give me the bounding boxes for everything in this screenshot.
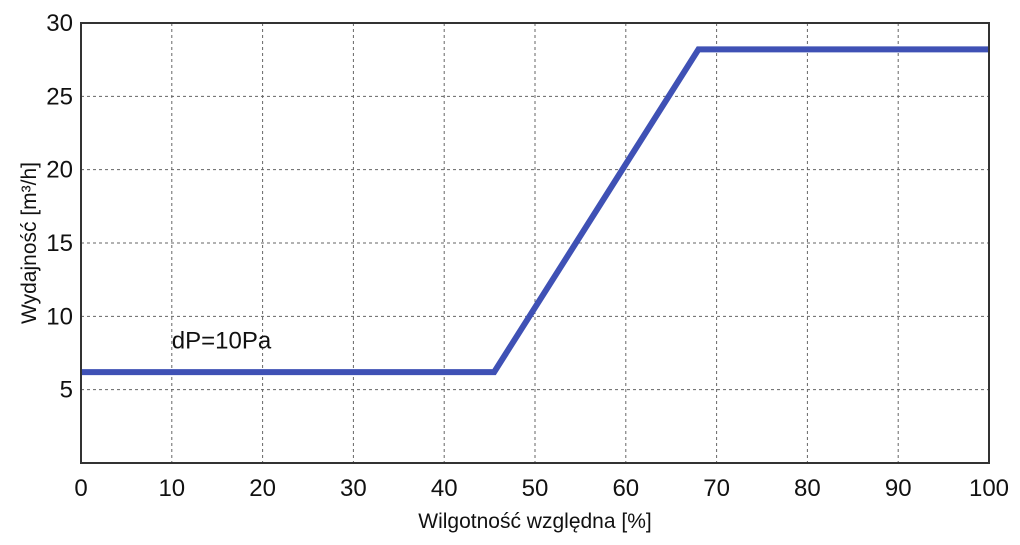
y-tick-label: 15 [46, 230, 73, 257]
x-tick-label: 10 [158, 475, 185, 502]
y-tick-label: 5 [60, 377, 73, 404]
y-axis-title: Wydajność [m³/h] [18, 162, 41, 324]
x-tick-label: 80 [794, 475, 821, 502]
x-tick-label: 20 [249, 475, 276, 502]
y-tick-label: 10 [46, 303, 73, 330]
y-tick-label: 20 [46, 157, 73, 184]
tick-labels: 0 10 20 30 40 50 60 70 80 90 100 5 10 15 20 25 30 [46, 10, 1009, 502]
x-axis-title: Wilgotność względna [%] [418, 510, 651, 533]
series-annotation: dP=10Pa [172, 328, 272, 355]
x-tick-label: 100 [969, 475, 1009, 502]
y-tick-label: 25 [46, 83, 73, 110]
x-tick-label: 90 [885, 475, 912, 502]
grid [81, 23, 989, 463]
annotations: dP=10Pa [172, 328, 272, 355]
x-tick-label: 0 [74, 475, 87, 502]
series-line [81, 46, 989, 376]
x-tick-label: 30 [340, 475, 367, 502]
y-tick-label: 30 [46, 10, 73, 37]
series-layer [81, 46, 989, 376]
plot-frame [80, 22, 990, 464]
x-tick-label: 50 [522, 475, 549, 502]
x-tick-label: 60 [612, 475, 639, 502]
x-tick-label: 40 [431, 475, 458, 502]
x-tick-label: 70 [703, 475, 730, 502]
